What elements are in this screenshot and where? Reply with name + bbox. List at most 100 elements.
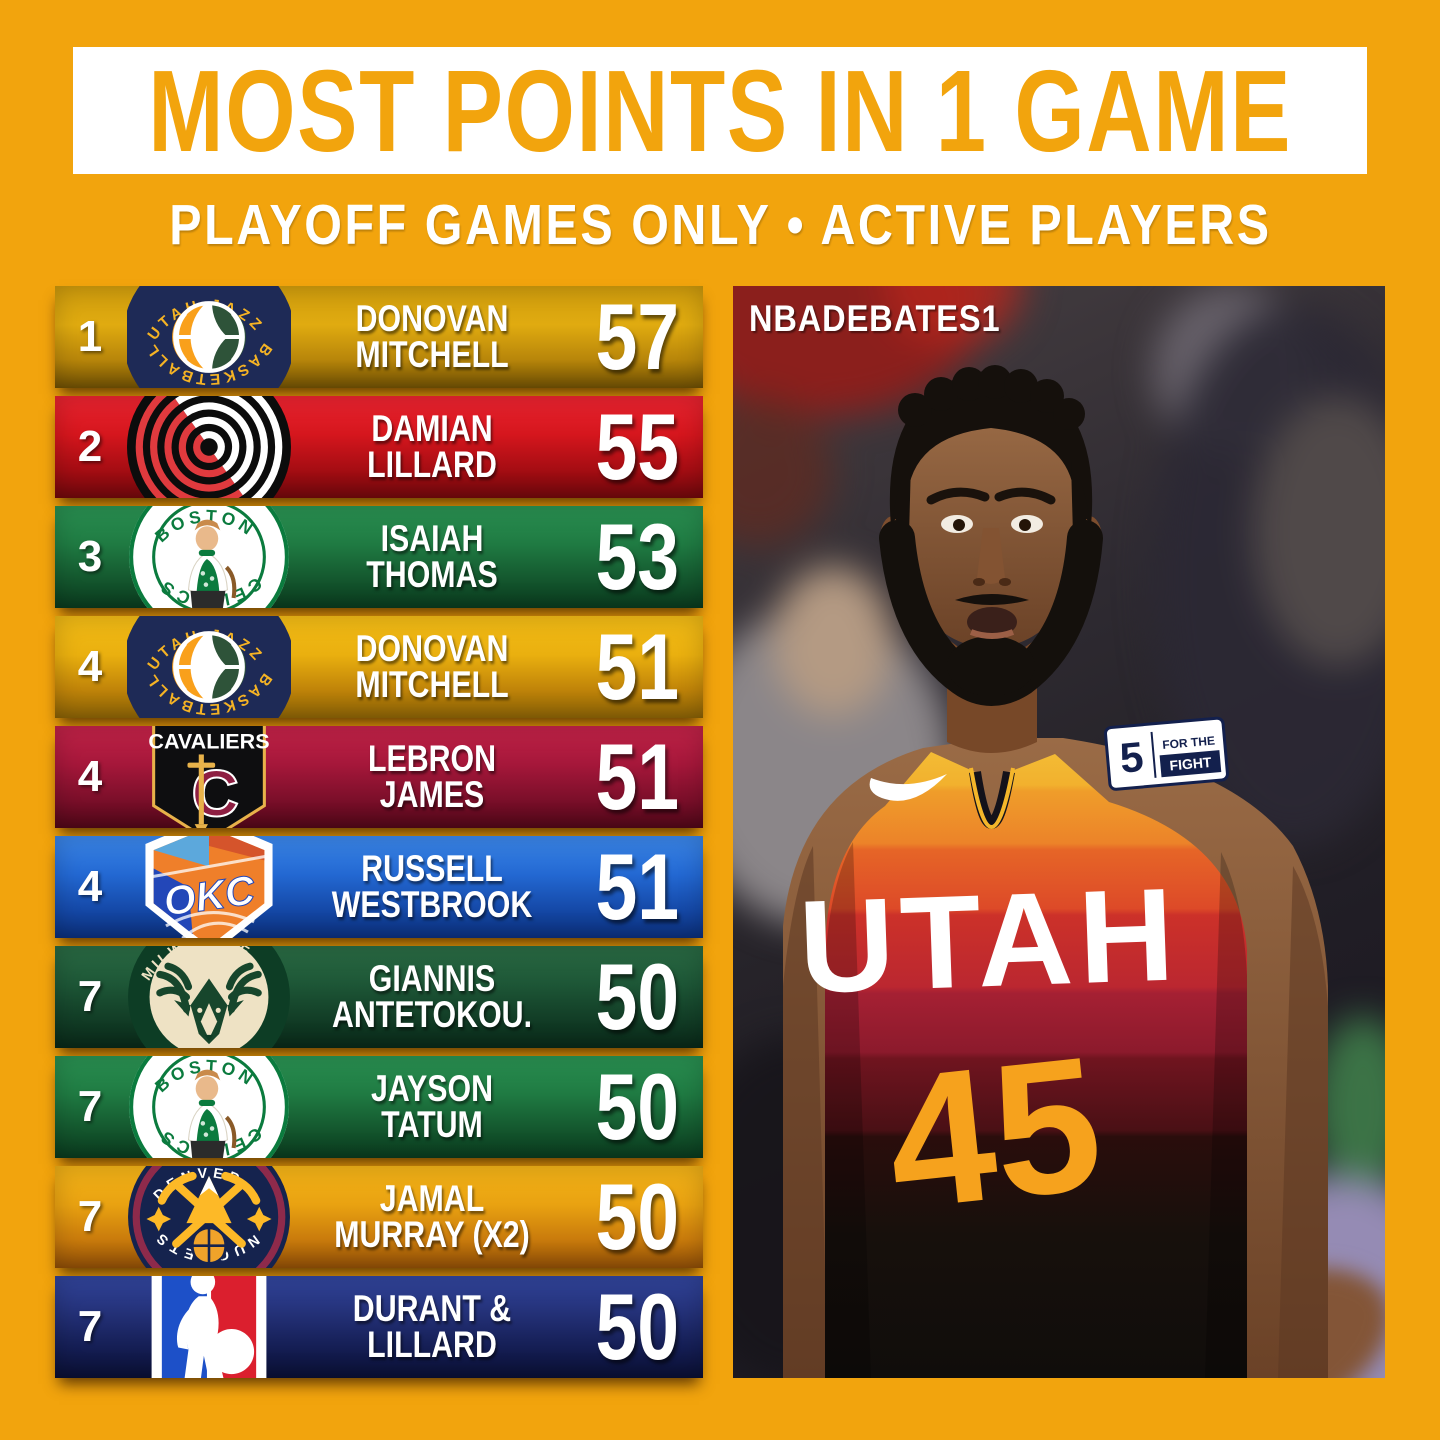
player-name-line2: LILLARD bbox=[367, 1324, 497, 1365]
player-name: DURANT & LILLARD bbox=[318, 1288, 546, 1365]
rank-label: 7 bbox=[77, 1192, 103, 1241]
rank-label: 3 bbox=[77, 532, 103, 581]
rank-label: 7 bbox=[77, 1302, 103, 1351]
patch-number: 5 bbox=[1118, 733, 1145, 782]
player-name-line2: MITCHELL bbox=[355, 334, 509, 375]
player-name: DONOVAN MITCHELL bbox=[318, 298, 546, 375]
ranking-list: 1 DONOVAN MITCHELL 57 2 DAMIAN LILLARD bbox=[55, 286, 703, 1386]
player-name: LEBRON JAMES bbox=[318, 740, 546, 815]
page-title: MOST POINTS IN 1 GAME bbox=[148, 45, 1292, 176]
player-name-line2: LILLARD bbox=[367, 444, 497, 485]
rank-label: 7 bbox=[77, 972, 103, 1021]
player-name: DONOVAN MITCHELL bbox=[318, 628, 546, 705]
points-cell: 55 bbox=[571, 396, 703, 498]
rank-label: 4 bbox=[77, 862, 103, 911]
jersey-patch: 5 FOR THE FIGHT bbox=[1104, 716, 1229, 791]
points-cell: 50 bbox=[571, 1056, 703, 1158]
player-name: GIANNIS ANTETOKOU. bbox=[318, 958, 546, 1035]
jersey-number: 45 bbox=[878, 1017, 1110, 1250]
player-name: ISAIAH THOMAS bbox=[318, 518, 546, 595]
points-cell: 51 bbox=[571, 726, 703, 828]
ranking-row-9: 7 JAMAL MURRAY (X2) 50 bbox=[55, 1166, 703, 1268]
ranking-row-7: 7 GIANNIS ANTETOKOU. 50 bbox=[55, 946, 703, 1048]
player-head bbox=[879, 365, 1103, 753]
subtitle-wrap: PLAYOFF GAMES ONLY • ACTIVE PLAYERS bbox=[0, 192, 1440, 258]
points-cell: 50 bbox=[571, 1276, 703, 1378]
points-cell: 51 bbox=[571, 836, 703, 938]
player-name: JAYSON TATUM bbox=[318, 1068, 546, 1145]
team-logo-icon bbox=[127, 1276, 291, 1378]
team-logo-icon bbox=[127, 506, 291, 608]
title-banner: MOST POINTS IN 1 GAME bbox=[73, 46, 1367, 176]
team-logo-icon bbox=[127, 616, 291, 718]
rank-label: 1 bbox=[77, 312, 103, 361]
ranking-row-8: 7 JAYSON TATUM 50 bbox=[55, 1056, 703, 1158]
points-value: 57 bbox=[595, 286, 679, 388]
player-photo: 5 FOR THE FIGHT UTAH 45 bbox=[733, 286, 1385, 1378]
points-cell: 51 bbox=[571, 616, 703, 718]
points-cell: 53 bbox=[571, 506, 703, 608]
nike-swoosh-icon bbox=[869, 774, 947, 801]
crowd-spectator-face bbox=[773, 566, 893, 716]
player-name-line2: THOMAS bbox=[366, 554, 498, 595]
points-value: 53 bbox=[595, 506, 679, 608]
nuggets-logo bbox=[125, 1166, 293, 1268]
celtics-logo bbox=[125, 1056, 293, 1158]
player-name-line1: JAMAL bbox=[379, 1178, 485, 1220]
player-jersey: 5 FOR THE FIGHT UTAH 45 bbox=[797, 716, 1247, 1378]
team-logo-icon bbox=[127, 1056, 291, 1158]
ranking-row-1: 1 DONOVAN MITCHELL 57 bbox=[55, 286, 703, 388]
jazz-logo bbox=[125, 616, 293, 718]
player-name-line1: DONOVAN bbox=[355, 628, 509, 670]
points-cell: 50 bbox=[571, 1166, 703, 1268]
jazz-logo bbox=[125, 286, 293, 388]
points-value: 50 bbox=[595, 1166, 679, 1268]
player-name-line2: WESTBROOK bbox=[331, 884, 533, 925]
player-name-line1: DONOVAN bbox=[355, 298, 509, 340]
player-name-line2: TATUM bbox=[381, 1104, 483, 1145]
ranking-row-10: 7 DURANT & LILLARD 50 bbox=[55, 1276, 703, 1378]
player-name: RUSSELL WESTBROOK bbox=[318, 848, 546, 925]
points-value: 51 bbox=[595, 726, 679, 828]
patch-top-text: FOR THE bbox=[1162, 734, 1216, 753]
bucks-logo bbox=[125, 946, 293, 1048]
celtics-logo bbox=[125, 506, 293, 608]
jersey-team-text: UTAH bbox=[797, 860, 1183, 1020]
ranking-row-5: 4 LEBRON JAMES 51 bbox=[55, 726, 703, 828]
okc-logo bbox=[125, 836, 293, 938]
points-value: 50 bbox=[595, 1276, 679, 1378]
player-name-line1: RUSSELL bbox=[361, 848, 503, 890]
player-name-line1: GIANNIS bbox=[368, 958, 496, 1000]
player-name: JAMAL MURRAY (X2) bbox=[318, 1178, 546, 1255]
nba-logo bbox=[125, 1276, 293, 1378]
ranking-row-6: 4 RUSSELL WESTBROOK 51 bbox=[55, 836, 703, 938]
player-name-line1: DURANT & bbox=[352, 1288, 512, 1330]
rank-label: 7 bbox=[77, 1082, 103, 1131]
player-name-line2: MURRAY (X2) bbox=[334, 1214, 530, 1255]
blazers-logo bbox=[125, 396, 293, 498]
rank-label: 2 bbox=[77, 422, 103, 471]
player-name-line2: ANTETOKOU. bbox=[331, 994, 533, 1035]
watermark-text: NBADEBATES1 bbox=[749, 298, 1001, 339]
player-name-line1: ISAIAH bbox=[380, 518, 484, 560]
cavs-logo bbox=[125, 726, 293, 828]
points-cell: 57 bbox=[571, 286, 703, 388]
ranking-row-2: 2 DAMIAN LILLARD 55 bbox=[55, 396, 703, 498]
player-name-line2: JAMES bbox=[379, 774, 485, 815]
player-name: DAMIAN LILLARD bbox=[318, 408, 546, 485]
rank-label: 4 bbox=[77, 642, 103, 691]
points-cell: 50 bbox=[571, 946, 703, 1048]
ranking-row-4: 4 DONOVAN MITCHELL 51 bbox=[55, 616, 703, 718]
points-value: 50 bbox=[595, 1056, 679, 1158]
points-value: 55 bbox=[595, 396, 679, 498]
team-logo-icon bbox=[127, 286, 291, 388]
ranking-row-3: 3 ISAIAH THOMAS 53 bbox=[55, 506, 703, 608]
player-name-line2: MITCHELL bbox=[355, 664, 509, 705]
team-logo-icon bbox=[127, 396, 291, 498]
player-name-line1: JAYSON bbox=[370, 1068, 493, 1110]
points-value: 51 bbox=[595, 836, 679, 938]
crowd-blob bbox=[1253, 396, 1385, 666]
player-name-line1: DAMIAN bbox=[371, 408, 493, 450]
page-subtitle: PLAYOFF GAMES ONLY • ACTIVE PLAYERS bbox=[168, 193, 1272, 257]
